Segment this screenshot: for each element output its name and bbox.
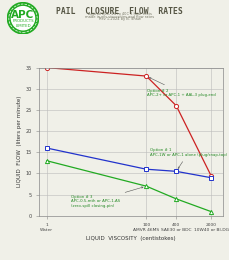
Text: Option # 3
APC-0.5-mth or APC-1-AS
(zero-spill closing-pin): Option # 3 APC-0.5-mth or APC-1-AS (zero… — [70, 187, 142, 208]
Text: made in oils viscosities and flow rates: made in oils viscosities and flow rates — [85, 15, 153, 18]
Circle shape — [7, 3, 38, 34]
Text: LIMITED: LIMITED — [15, 24, 31, 28]
Text: Approx 20C, 24 to 40C 3 hour tests: Approx 20C, 24 to 40C 3 hour tests — [87, 12, 151, 16]
Text: Option # 2
APC-2+ or APC-1 + AAL-3 plug-end: Option # 2 APC-2+ or APC-1 + AAL-3 plug-… — [147, 77, 215, 98]
Y-axis label: LIQUID  FLOW  (liters per minute): LIQUID FLOW (liters per minute) — [17, 96, 22, 187]
Text: APC: APC — [11, 10, 35, 20]
Text: Rev 1-2024 by B. Shaw: Rev 1-2024 by B. Shaw — [98, 17, 140, 21]
X-axis label: LIQUID  VISCOSITY  (centistokes): LIQUID VISCOSITY (centistokes) — [86, 236, 175, 241]
Text: Option # 1
APC-1W or APC-1 alone (plug/snap-top): Option # 1 APC-1W or APC-1 alone (plug/s… — [150, 148, 226, 168]
Circle shape — [11, 6, 34, 30]
Text: PRODUCTS: PRODUCTS — [12, 19, 34, 23]
Text: PAIL  CLOSURE  FLOW  RATES: PAIL CLOSURE FLOW RATES — [56, 6, 182, 16]
